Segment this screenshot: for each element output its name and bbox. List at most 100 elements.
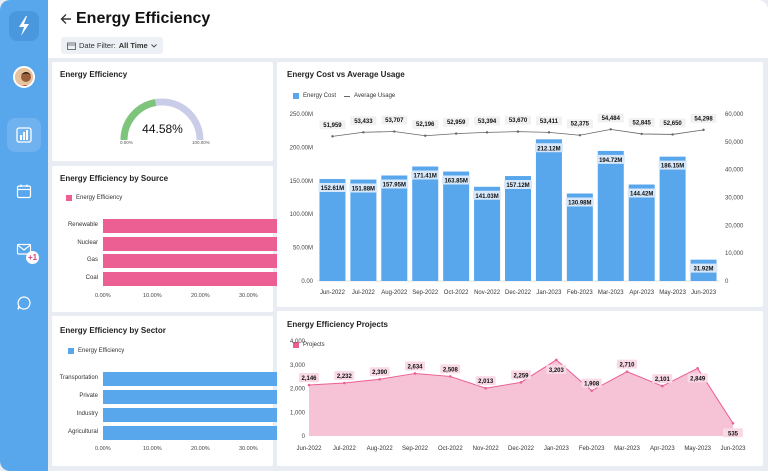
bar-row[interactable]: Nuclear45.77% xyxy=(52,236,323,251)
avatar[interactable] xyxy=(13,66,35,88)
cost-bar[interactable] xyxy=(443,171,470,281)
cost-bar[interactable] xyxy=(319,179,346,281)
projects-point[interactable] xyxy=(590,389,593,392)
gauge-panel: Energy Efficiency 44.58% 0.00% 100.00% xyxy=(52,62,273,161)
bar-label: Private xyxy=(79,393,98,399)
date-filter-dropdown[interactable]: Date Filter: All Time xyxy=(61,37,163,54)
usage-point[interactable] xyxy=(640,132,643,136)
usage-label-bg xyxy=(535,116,562,126)
bar-row[interactable]: Transportation45.00% xyxy=(52,372,319,386)
usage-point[interactable] xyxy=(362,131,365,134)
projects-point[interactable] xyxy=(343,381,346,385)
cost-bar[interactable] xyxy=(505,176,531,281)
usage-point[interactable] xyxy=(702,128,705,132)
chat-icon[interactable] xyxy=(11,290,37,316)
y-left-tick: 100.00M xyxy=(290,212,313,218)
projects-point[interactable] xyxy=(661,384,664,388)
cost-label-bg xyxy=(565,197,594,207)
y-right-tick: 30,000 xyxy=(725,196,744,202)
cost-bar[interactable] xyxy=(597,150,624,281)
projects-point[interactable] xyxy=(696,367,699,370)
bar-chart-icon[interactable] xyxy=(11,122,37,148)
projects-point[interactable] xyxy=(555,358,558,362)
usage-point[interactable] xyxy=(547,131,551,134)
cost-label-bg xyxy=(658,160,687,170)
source-legend: Energy Efficiency xyxy=(66,195,122,201)
bar-row[interactable]: Gas45.02% xyxy=(52,254,320,268)
projects-chart-title: Energy Efficiency Projects xyxy=(287,320,388,329)
mail-icon[interactable] xyxy=(11,236,37,262)
cost-bar[interactable] xyxy=(474,186,501,281)
projects-label-bg xyxy=(511,370,531,380)
usage-point[interactable] xyxy=(454,132,458,135)
cost-bar[interactable] xyxy=(566,193,593,281)
projects-point[interactable] xyxy=(307,383,311,387)
cost-bar-label: 186.15M xyxy=(661,164,684,170)
back-arrow-icon[interactable] xyxy=(60,12,72,29)
usage-point[interactable] xyxy=(485,131,489,134)
projects-point[interactable] xyxy=(484,386,487,390)
bar-row[interactable]: Industry44.98% xyxy=(52,408,319,422)
x-tick-label: 10.00% xyxy=(143,293,162,299)
calendar-filter-icon xyxy=(67,42,76,50)
sector-title: Energy Efficiency by Sector xyxy=(60,326,166,335)
cost-bar-label: 144.42M xyxy=(630,192,653,198)
projects-label-bg xyxy=(723,428,743,438)
projects-point[interactable] xyxy=(625,370,629,373)
projects-point[interactable] xyxy=(519,381,523,384)
usage-point-label: 53,707 xyxy=(385,118,404,124)
cost-label-bg xyxy=(473,190,502,200)
projects-point-label: 2,146 xyxy=(301,376,317,382)
cost-chart-panel: Energy Cost vs Average Usage Energy Cost… xyxy=(277,62,763,307)
usage-label-bg xyxy=(597,113,624,123)
usage-point[interactable] xyxy=(578,134,582,137)
cost-bar[interactable] xyxy=(412,166,439,281)
usage-point[interactable] xyxy=(393,130,396,133)
x-tick-label: Jun-2023 xyxy=(691,290,717,296)
cost-bar[interactable] xyxy=(659,156,686,281)
bar-row[interactable]: Renewable45.48% xyxy=(52,219,322,233)
usage-point-label: 53,670 xyxy=(509,118,528,124)
x-tick-label: Jan-2023 xyxy=(544,446,570,452)
cost-bar[interactable] xyxy=(535,139,562,281)
calendar-icon[interactable] xyxy=(11,178,37,204)
bar-row[interactable]: Agricultural45.03% xyxy=(52,426,320,440)
usage-label-bg xyxy=(659,118,686,128)
legend-usage-label: Average Usage xyxy=(354,93,396,99)
x-tick-label: Jun-2022 xyxy=(320,290,346,296)
projects-label-bg xyxy=(475,376,496,386)
projects-label-bg xyxy=(369,367,390,377)
x-tick-label: 30.00% xyxy=(239,293,258,299)
usage-point[interactable] xyxy=(609,128,612,131)
usage-point[interactable] xyxy=(424,134,427,137)
projects-point[interactable] xyxy=(378,377,381,381)
y-right-tick: 40,000 xyxy=(725,168,744,174)
usage-point[interactable] xyxy=(516,130,520,133)
legend-swatch xyxy=(66,195,72,201)
usage-point[interactable] xyxy=(331,135,334,138)
source-panel: Energy Efficiency by Source Energy Effic… xyxy=(52,166,323,312)
usage-point-label: 53,433 xyxy=(354,119,373,125)
sidebar: +1 xyxy=(0,0,48,471)
cost-bar[interactable] xyxy=(350,179,377,281)
usage-point[interactable] xyxy=(671,133,674,136)
projects-label-bg xyxy=(652,374,673,384)
bar-row[interactable]: Private45.83% xyxy=(52,390,323,404)
bar-row[interactable]: Coal44.58% xyxy=(52,271,317,286)
usage-point-label: 53,411 xyxy=(540,119,559,125)
app-logo[interactable] xyxy=(9,11,39,41)
cost-bar[interactable] xyxy=(381,175,408,281)
x-tick-label: 20.00% xyxy=(191,446,210,452)
cost-label-bg xyxy=(380,179,409,189)
x-tick-label: Nov-2022 xyxy=(473,446,500,452)
cost-bar[interactable] xyxy=(628,184,655,281)
y-tick-label: 2,000 xyxy=(290,387,306,393)
projects-point[interactable] xyxy=(449,375,452,378)
projects-point[interactable] xyxy=(413,372,417,375)
usage-label-bg xyxy=(628,117,655,127)
gauge-min-label: 0.00% xyxy=(120,140,133,145)
x-tick-label: Oct-2022 xyxy=(444,290,469,296)
projects-point[interactable] xyxy=(731,421,735,425)
bar-label: Nuclear xyxy=(77,239,98,246)
usage-point-label: 52,650 xyxy=(663,121,682,127)
